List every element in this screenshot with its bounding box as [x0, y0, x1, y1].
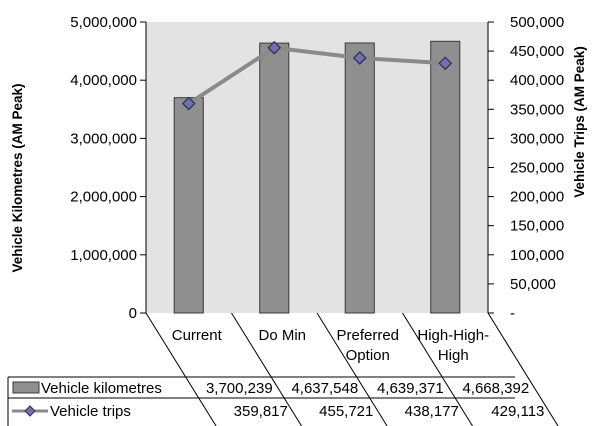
y-tick-label: 5,000,000 [70, 14, 137, 31]
y2-tick-label: 500,000 [510, 14, 564, 31]
series-marks [173, 40, 461, 314]
table-value-vehicle-kilometres: 4,668,392 [462, 380, 529, 397]
bar-vehicle-kilometres [173, 97, 204, 314]
category-separator [316, 312, 388, 426]
category-separator [145, 312, 217, 426]
legend-key-marker-vehicle-trips [24, 405, 36, 417]
point-vehicle-trips [267, 40, 282, 55]
point-vehicle-trips [352, 51, 367, 65]
category-separator [487, 312, 559, 426]
y2-tick-label: - [510, 305, 515, 322]
y-axis-title: Vehicle Kilometres (AM Peak) [10, 83, 25, 272]
point-vehicle-trips [181, 96, 196, 111]
table-value-vehicle-trips: 429,113 [491, 403, 544, 420]
category-label: Preferred [336, 327, 399, 344]
table-value-vehicle-trips: 438,177 [405, 403, 459, 420]
table-value-vehicle-kilometres: 4,639,371 [377, 380, 444, 397]
line-vehicle-trips [187, 45, 446, 106]
y2-tick-label: 300,000 [510, 130, 564, 147]
legend-key-vehicle-kilometres [12, 381, 40, 394]
table-value-vehicle-kilometres: 4,637,548 [291, 380, 358, 397]
legend-label-vehicle-kilometres: Vehicle kilometres [41, 380, 162, 397]
y2-tick-label: 400,000 [510, 72, 564, 89]
y-tick-label: 2,000,000 [70, 189, 137, 206]
table-value-vehicle-trips: 359,817 [234, 403, 288, 420]
bar-vehicle-kilometres [430, 40, 461, 314]
y2-tick-label: 50,000 [510, 276, 556, 293]
bar-vehicle-kilometres [344, 42, 375, 314]
category-label: Do Min [258, 327, 306, 344]
table-value-vehicle-trips: 455,721 [319, 403, 373, 420]
y2-tick-label: 150,000 [510, 218, 564, 235]
table-value-vehicle-kilometres: 3,700,239 [206, 380, 273, 397]
y2-axis-title: Vehicle Trips (AM Peak) [572, 46, 587, 198]
y2-tick-label: 250,000 [510, 160, 564, 177]
y2-tick-label: 450,000 [510, 43, 564, 60]
y-tick-label: 1,000,000 [70, 247, 137, 264]
bar-vehicle-kilometres [259, 42, 290, 314]
y-tick-label: 3,000,000 [70, 130, 137, 147]
category-label: High [438, 347, 469, 364]
y-tick-label: 4,000,000 [70, 72, 137, 89]
y2-tick-label: 100,000 [510, 247, 564, 264]
point-vehicle-trips [438, 56, 453, 71]
legend-label-vehicle-trips: Vehicle trips [50, 403, 131, 420]
data-table: Vehicle kilometres Vehicle trips 3,700,239… [7, 376, 544, 426]
category-label: Option [346, 347, 390, 364]
y2-tick-label: 200,000 [510, 189, 564, 206]
axes: 0 1,000,000 2,000,000 3,000,000 4,000,000 5,0… [70, 14, 564, 426]
category-label: Current [172, 327, 223, 344]
category-label: High-High- [417, 327, 489, 344]
category-separator [231, 312, 302, 426]
category-separator [402, 312, 473, 426]
y2-tick-label: 350,000 [510, 101, 564, 118]
y-tick-label: 0 [129, 305, 137, 322]
